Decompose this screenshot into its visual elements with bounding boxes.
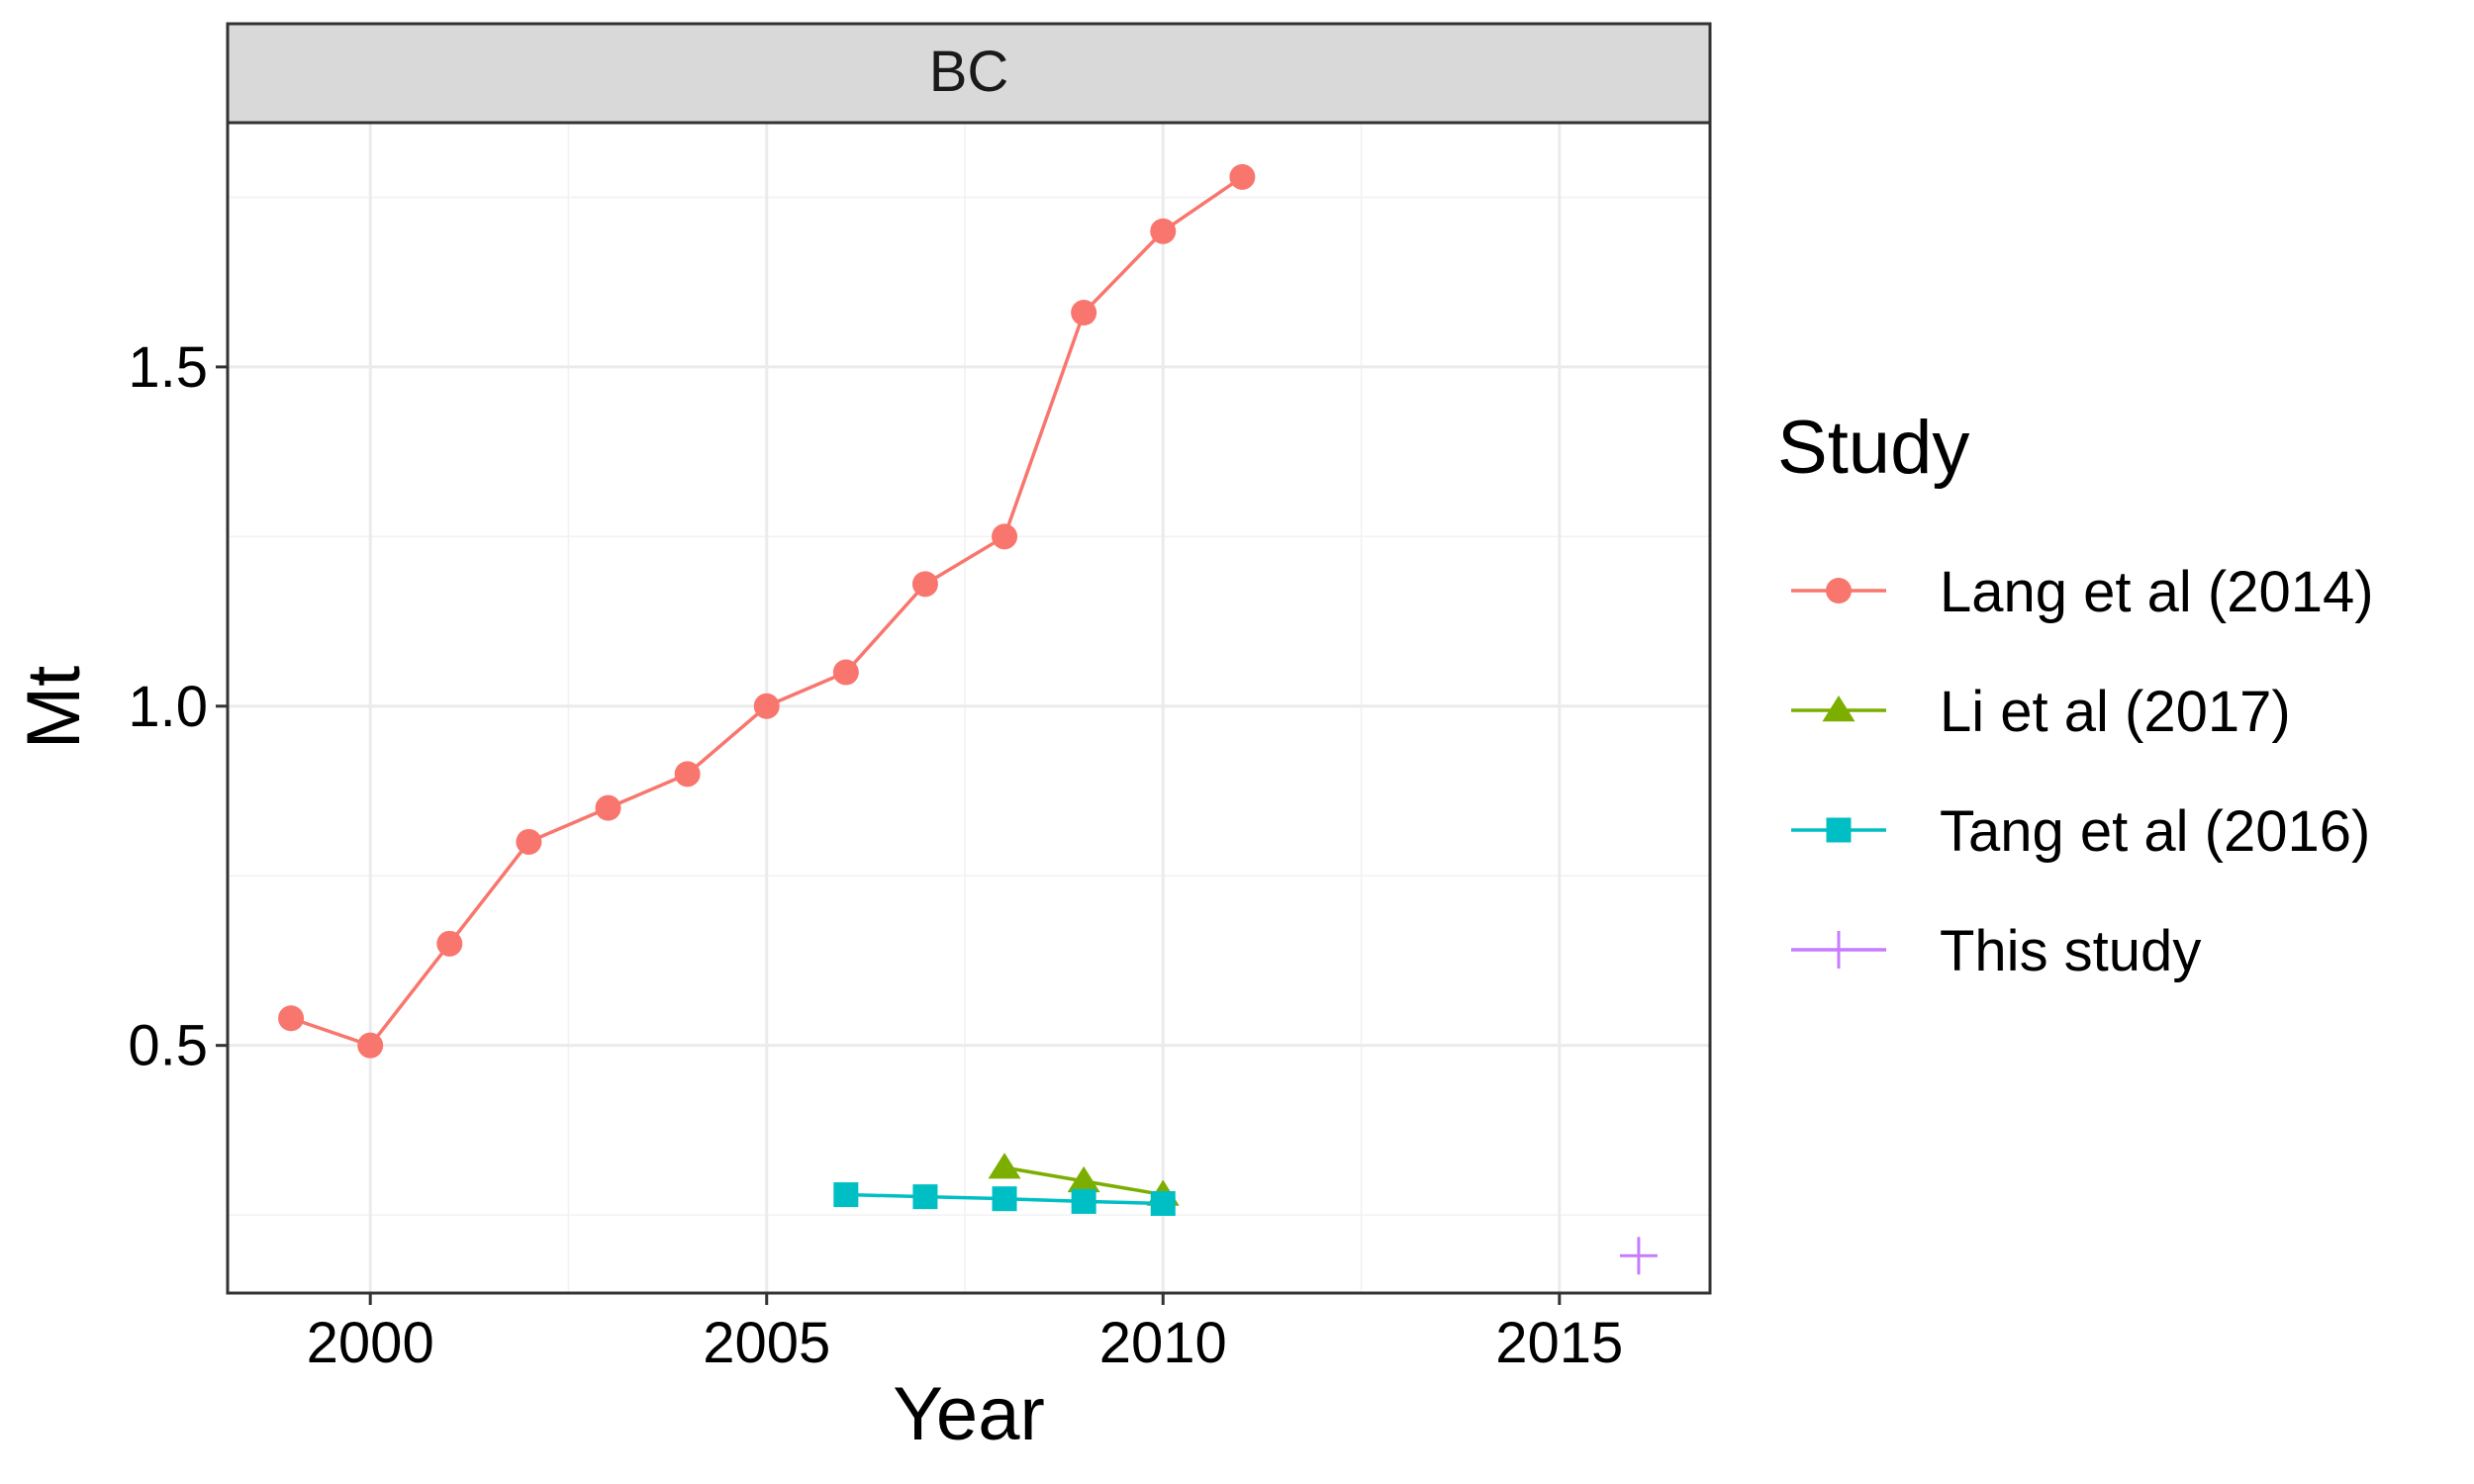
y-tick-label: 0.5 [128,1014,208,1078]
data-point-lang-et-al-2014 [436,930,463,957]
data-point-lang-et-al-2014 [992,523,1018,550]
data-point-lang-et-al-2014 [595,794,621,821]
data-point-lang-et-al-2014 [1071,300,1097,326]
y-axis-title: Mt [12,666,96,749]
data-point-lang-et-al-2014 [1229,163,1256,190]
y-axis: 0.5 1.0 1.5 [128,335,228,1078]
x-tick-label: 2010 [1099,1311,1227,1375]
x-axis: 2000 2005 2010 2015 [307,1293,1623,1375]
data-point-lang-et-al-2014 [278,1005,305,1032]
data-point-tang-et-al-2016 [1071,1188,1096,1214]
y-tick-label: 1.5 [128,335,208,400]
data-point-lang-et-al-2014 [832,659,859,686]
data-point-lang-et-al-2014 [357,1032,384,1059]
y-tick-label: 1.0 [128,675,208,739]
legend: Lang et al (2014) Li et al (2017) Tang et … [1791,560,2374,983]
legend-label-this-study: This study [1940,919,2201,983]
x-tick-label: 2005 [703,1311,830,1375]
legend-key-tang-et-al-2016 [1826,817,1852,843]
data-point-tang-et-al-2016 [912,1184,938,1210]
panel-grid [228,123,1710,1293]
x-tick-label: 2015 [1495,1311,1623,1375]
data-point-lang-et-al-2014 [516,828,542,855]
data-point-li-et-al-2017 [1067,1165,1100,1193]
series-layer [278,163,1658,1275]
facet-strip [226,22,1712,125]
data-point-lang-et-al-2014 [753,693,780,719]
data-point-this-study [1619,1237,1658,1275]
legend-title: Study [1777,406,1969,490]
data-point-lang-et-al-2014 [674,761,701,788]
legend-key-lang-et-al-2014 [1826,578,1852,603]
legend-key-li-et-al-2017 [1822,696,1856,722]
panel-border [226,121,1712,1295]
x-tick-label: 2000 [307,1311,434,1375]
data-point-li-et-al-2017 [988,1153,1021,1179]
legend-key-this-study [1820,931,1857,969]
legend-label-li-et-al-2017: Li et al (2017) [1940,680,2291,744]
data-point-tang-et-al-2016 [1150,1190,1176,1216]
x-axis-title: Year [893,1372,1045,1456]
data-point-tang-et-al-2016 [833,1182,859,1208]
panel-background [228,123,1710,1293]
legend-label-tang-et-al-2016: Tang et al (2016) [1940,799,2370,864]
data-point-lang-et-al-2014 [1150,218,1177,244]
facet-label: BC [929,40,1009,104]
legend-label-lang-et-al-2014: Lang et al (2014) [1940,560,2374,624]
data-point-tang-et-al-2016 [992,1186,1017,1212]
data-point-lang-et-al-2014 [911,571,938,598]
